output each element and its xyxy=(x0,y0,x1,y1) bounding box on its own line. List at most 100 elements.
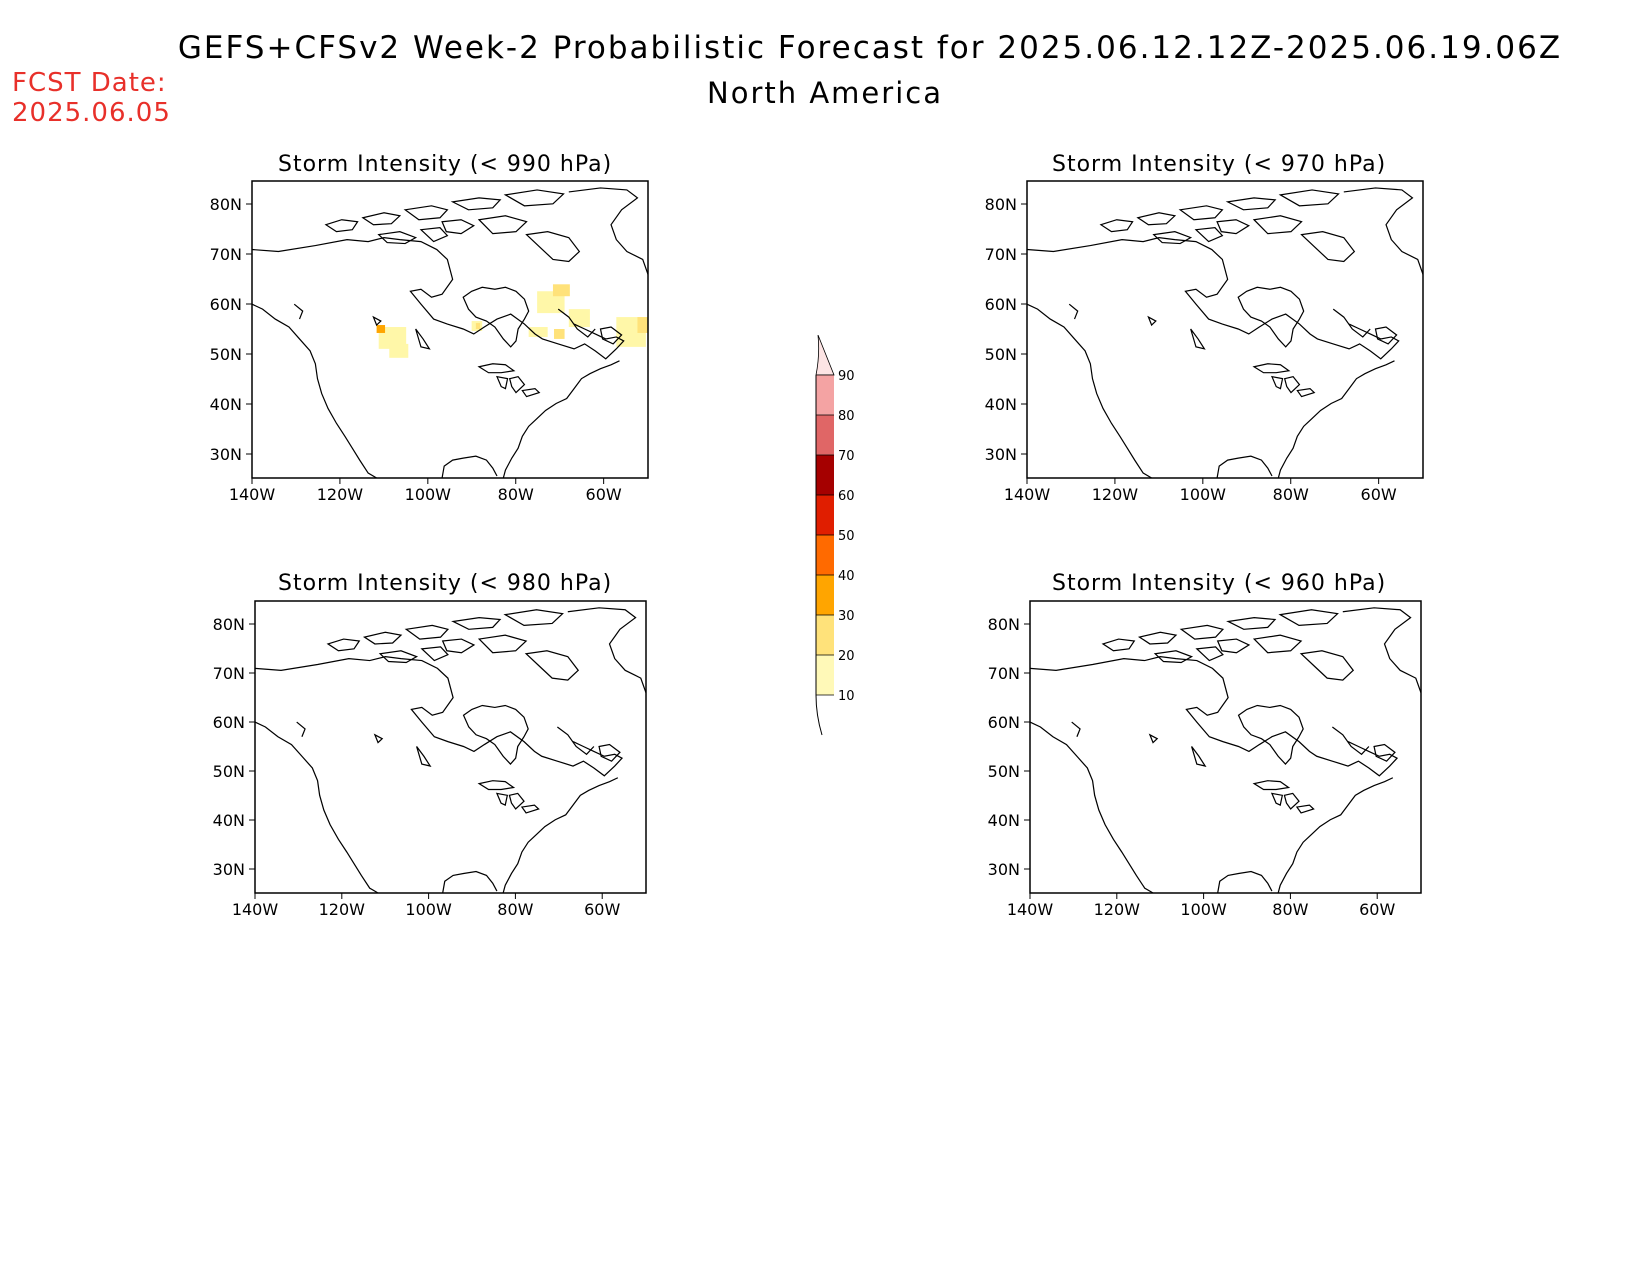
coastline xyxy=(453,198,501,210)
forecast-date-value: 2025.06.05 xyxy=(12,98,171,128)
coastline xyxy=(599,745,620,762)
coastline xyxy=(1228,618,1275,630)
coastline xyxy=(464,705,529,764)
colorbar-segment xyxy=(816,535,834,575)
coastline xyxy=(505,190,563,206)
colorbar-level-label: 90 xyxy=(838,369,855,384)
coastline xyxy=(1254,216,1302,234)
coastline xyxy=(252,238,624,359)
coastline xyxy=(1297,805,1314,813)
coastline xyxy=(294,304,302,319)
coastline xyxy=(1217,220,1249,234)
coastline xyxy=(497,377,508,389)
coastline xyxy=(1030,722,1153,893)
lat-tick-label: 40N xyxy=(213,811,245,830)
coastline xyxy=(1344,188,1423,274)
coastline xyxy=(1154,232,1191,244)
coastline xyxy=(326,220,358,232)
coastline xyxy=(510,377,525,393)
coastline xyxy=(1375,327,1396,344)
coastline xyxy=(503,778,618,893)
lon-tick-label: 100W xyxy=(405,485,452,504)
probability-cell xyxy=(554,329,565,339)
coastline xyxy=(1139,632,1175,644)
colorbar-level-label: 50 xyxy=(838,529,855,544)
coastline xyxy=(1254,781,1288,790)
lon-tick-label: 100W xyxy=(405,900,452,919)
colorbar: 90 80 70 60 50 40 30 20 10 xyxy=(815,335,855,736)
coastline xyxy=(380,651,416,663)
colorbar-segment xyxy=(816,575,834,615)
coastline xyxy=(1138,213,1175,225)
lon-tick-label: 140W xyxy=(229,485,276,504)
lat-tick-label: 70N xyxy=(985,245,1017,264)
coastline xyxy=(569,188,648,274)
coastline xyxy=(1272,793,1282,805)
coastline xyxy=(422,647,448,661)
lat-tick-label: 50N xyxy=(988,762,1020,781)
coastline xyxy=(363,213,400,225)
lon-tick-label: 120W xyxy=(1094,900,1141,919)
coastline xyxy=(1218,639,1249,653)
panel-title-980: Storm Intensity (< 980 hPa) xyxy=(278,571,613,596)
coastline xyxy=(1101,220,1133,232)
coastline xyxy=(373,317,380,325)
lon-tick-label: 80W xyxy=(498,485,534,504)
coastline xyxy=(1030,657,1397,776)
lon-tick-label: 120W xyxy=(317,485,364,504)
coastline xyxy=(1284,793,1299,809)
coastline xyxy=(1239,705,1304,764)
map-content xyxy=(252,188,648,478)
coastline xyxy=(406,625,448,639)
region-subtitle: North America xyxy=(707,76,943,110)
map-frame xyxy=(1029,600,1422,894)
coastline xyxy=(1297,389,1314,397)
probability-cell xyxy=(376,325,386,333)
map-content xyxy=(1027,188,1423,478)
map-frame xyxy=(254,600,647,894)
lat-tick-label: 80N xyxy=(985,195,1017,214)
colorbar-level-label: 30 xyxy=(838,609,855,624)
lat-tick-label: 50N xyxy=(213,762,245,781)
lat-tick-label: 60N xyxy=(213,713,245,732)
probability-cell xyxy=(378,327,407,349)
colorbar-segment xyxy=(816,415,834,455)
coastline xyxy=(568,608,646,693)
lon-tick-label: 60W xyxy=(1361,485,1397,504)
panel-title-990: Storm Intensity (< 990 hPa) xyxy=(278,152,613,177)
lat-tick-label: 30N xyxy=(988,860,1020,879)
coastline xyxy=(503,361,619,478)
coastline xyxy=(557,727,593,754)
lon-tick-label: 100W xyxy=(1180,900,1227,919)
coastline xyxy=(1343,608,1421,693)
lat-tick-label: 60N xyxy=(985,295,1017,314)
coastline xyxy=(1302,232,1355,262)
lat-tick-label: 30N xyxy=(985,445,1017,464)
coastline xyxy=(364,632,400,644)
lat-tick-label: 40N xyxy=(985,395,1017,414)
lon-tick-label: 140W xyxy=(232,900,279,919)
coastline xyxy=(1072,722,1080,737)
coastline xyxy=(1217,456,1272,478)
coastline xyxy=(1280,610,1337,626)
coastline xyxy=(1180,206,1222,220)
coastline xyxy=(453,618,500,630)
coastline xyxy=(497,793,507,805)
coastline xyxy=(558,309,595,337)
coastline xyxy=(328,639,359,651)
coastline xyxy=(1228,198,1276,210)
lat-tick-label: 80N xyxy=(213,615,245,634)
coastline xyxy=(297,722,305,737)
colorbar-segment xyxy=(816,615,834,655)
lon-tick-label: 80W xyxy=(497,900,533,919)
probability-cell xyxy=(568,309,590,328)
probability-cell xyxy=(637,317,648,333)
coastline xyxy=(479,216,527,234)
colorbar-level-label: 60 xyxy=(838,489,855,504)
coastline xyxy=(479,364,514,373)
map-content xyxy=(1030,608,1421,893)
map-panel-980: 80N 70N 60N 50N 40N 30N 140W 120W 100W 80W 60W xyxy=(213,600,647,919)
coastline xyxy=(1278,778,1393,893)
lon-tick-label: 100W xyxy=(1180,485,1227,504)
lat-tick-label: 30N xyxy=(213,860,245,879)
